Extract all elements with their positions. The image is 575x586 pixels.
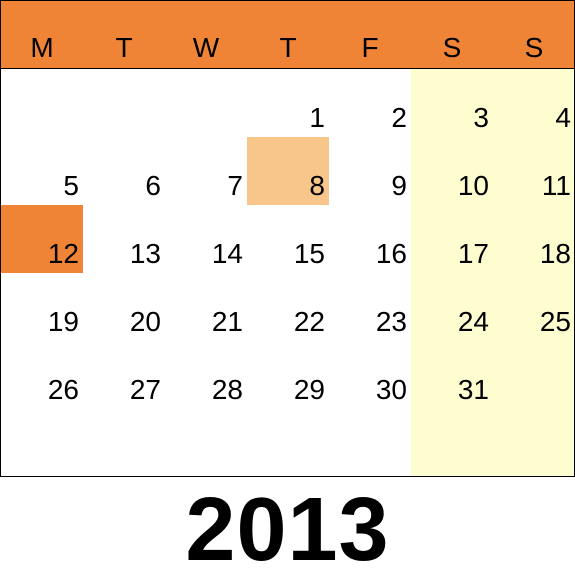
day-cell: 1 (247, 69, 329, 137)
day-cell: 14 (165, 205, 247, 273)
day-cell: 20 (83, 273, 165, 341)
day-number: 26 (47, 374, 79, 405)
day-number: 2 (391, 102, 407, 133)
weekday-label: S (524, 32, 544, 63)
day-number: 23 (375, 306, 407, 337)
day-cell: 24 (411, 273, 493, 341)
day-number: 10 (457, 170, 489, 201)
day-number: 25 (539, 306, 571, 337)
day-number: 1 (309, 102, 325, 133)
day-number: 20 (129, 306, 161, 337)
day-number: 28 (211, 374, 243, 405)
day-cell-highlighted: 8 (247, 137, 329, 205)
weekday-label: T (115, 32, 133, 63)
day-cell: 30 (329, 341, 411, 409)
day-number: 18 (539, 238, 571, 269)
day-number: 31 (457, 374, 489, 405)
day-cell: 15 (247, 205, 329, 273)
day-cell: 16 (329, 205, 411, 273)
day-number: 4 (555, 102, 571, 133)
day-cell: 11 (493, 137, 574, 205)
day-number: 13 (129, 238, 161, 269)
day-cell: 21 (165, 273, 247, 341)
day-cell: 13 (83, 205, 165, 273)
day-number: 21 (211, 306, 243, 337)
day-number: 15 (293, 238, 325, 269)
day-number: 5 (63, 170, 79, 201)
day-number: 30 (375, 374, 407, 405)
day-number: 9 (391, 170, 407, 201)
day-cell: 3 (411, 69, 493, 137)
day-number: 29 (293, 374, 325, 405)
day-cell: 7 (165, 137, 247, 205)
day-number: 12 (47, 238, 79, 269)
day-number: 8 (309, 170, 325, 201)
day-cell: 5 (1, 137, 83, 205)
day-cell: 4 (493, 69, 574, 137)
day-number: 11 (541, 170, 571, 201)
weekday-label: S (442, 32, 462, 63)
day-number: 7 (227, 170, 243, 201)
day-cell: 26 (1, 341, 83, 409)
day-number: 6 (145, 170, 161, 201)
day-number: 17 (457, 238, 489, 269)
day-cell: 9 (329, 137, 411, 205)
day-number: 16 (375, 238, 407, 269)
day-cell: 23 (329, 273, 411, 341)
day-cell: 28 (165, 341, 247, 409)
day-number: 14 (211, 238, 243, 269)
day-cell: 19 (1, 273, 83, 341)
day-cell: 22 (247, 273, 329, 341)
day-number: 3 (473, 102, 489, 133)
day-cell: 18 (493, 205, 574, 273)
day-cell: 6 (83, 137, 165, 205)
day-cell: 25 (493, 273, 574, 341)
year-label: 2013 (185, 480, 390, 580)
day-cell: 31 (411, 341, 493, 409)
weekday-label: M (30, 32, 54, 63)
day-number: 19 (47, 306, 79, 337)
day-number: 27 (129, 374, 161, 405)
weekday-label: F (361, 32, 379, 63)
weekday-label: T (279, 32, 297, 63)
day-number: 24 (457, 306, 489, 337)
day-cell: 29 (247, 341, 329, 409)
day-cell: 10 (411, 137, 493, 205)
day-number: 22 (293, 306, 325, 337)
day-cell: 2 (329, 69, 411, 137)
day-cell-today: 12 (1, 205, 83, 273)
day-cell: 17 (411, 205, 493, 273)
day-cell: 27 (83, 341, 165, 409)
weekend-shading (411, 69, 574, 476)
weekday-label: W (192, 32, 220, 63)
